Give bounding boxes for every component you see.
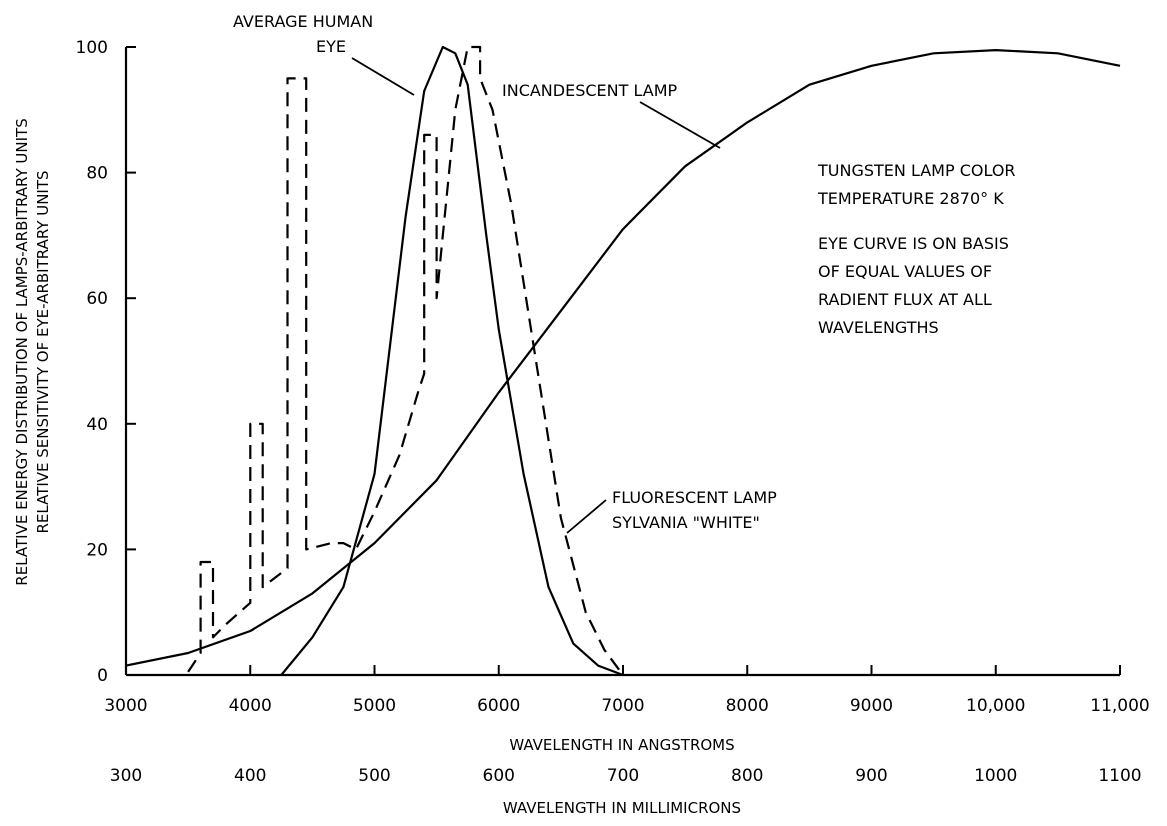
fluorescent-curve <box>187 45 624 676</box>
x-tick-label: 11,000 <box>1090 696 1149 716</box>
eye-basis-note-line: WAVELENGTHS <box>818 318 939 337</box>
eye-label-line2: EYE <box>316 37 346 56</box>
x-tick-label-secondary: 800 <box>731 766 763 786</box>
fluorescent-leader <box>566 499 607 534</box>
y-axis-title-eye: RELATIVE SENSITIVITY OF EYE-ARBITRARY UN… <box>34 170 52 533</box>
x-tick-label-secondary: 700 <box>607 766 639 786</box>
x-tick-label: 10,000 <box>966 696 1025 716</box>
eye-basis-note-line: RADIENT FLUX AT ALL <box>818 290 992 309</box>
eye-curve <box>280 45 624 677</box>
tick-marks <box>125 46 1121 676</box>
y-tick-label: 0 <box>97 666 108 686</box>
x-tick-label-secondary: 500 <box>358 766 390 786</box>
x-tick-label: 4000 <box>229 696 272 716</box>
x-axis-title: WAVELENGTH IN ANGSTROMS <box>509 736 734 754</box>
eye-leader <box>351 57 415 96</box>
x-tick-label: 8000 <box>726 696 769 716</box>
y-tick-label: 80 <box>86 164 108 184</box>
x-tick-label-secondary: 400 <box>234 766 266 786</box>
x-axis-title-secondary: WAVELENGTH IN MILLIMICRONS <box>503 799 741 817</box>
x-tick-label-secondary: 300 <box>110 766 142 786</box>
y-tick-label: 40 <box>86 415 108 435</box>
series-group <box>125 45 1121 677</box>
fluorescent-label-line2: SYLVANIA "WHITE" <box>612 513 760 532</box>
incandescent-curve <box>125 49 1121 667</box>
x-tick-label: 7000 <box>601 696 644 716</box>
x-tick-label: 5000 <box>353 696 396 716</box>
tungsten-note-line2: TEMPERATURE 2870° K <box>817 189 1004 208</box>
eye-label-line1: AVERAGE HUMAN <box>233 12 373 31</box>
x-tick-label-secondary: 900 <box>855 766 887 786</box>
incandescent-label: INCANDESCENT LAMP <box>502 81 678 100</box>
y-tick-label: 100 <box>76 38 108 58</box>
incandescent-leader <box>639 101 721 149</box>
labels-group: 3000300400040050005006000600700070080008… <box>13 12 1150 817</box>
tungsten-note-line1: TUNGSTEN LAMP COLOR <box>817 161 1016 180</box>
axes <box>124 47 1120 677</box>
fluorescent-label-line1: FLUORESCENT LAMP <box>612 488 777 507</box>
eye-basis-note-line: OF EQUAL VALUES OF <box>818 262 992 281</box>
x-tick-label-secondary: 1100 <box>1098 766 1141 786</box>
x-tick-label: 3000 <box>104 696 147 716</box>
y-tick-label: 60 <box>86 289 108 309</box>
x-tick-label-secondary: 1000 <box>974 766 1017 786</box>
x-tick-label: 9000 <box>850 696 893 716</box>
x-tick-label: 6000 <box>477 696 520 716</box>
y-tick-label: 20 <box>86 540 108 560</box>
y-axis-title-lamps: RELATIVE ENERGY DISTRIBUTION OF LAMPS-AR… <box>13 118 31 585</box>
eye-basis-note-line: EYE CURVE IS ON BASIS <box>818 234 1009 253</box>
x-tick-label-secondary: 600 <box>483 766 515 786</box>
